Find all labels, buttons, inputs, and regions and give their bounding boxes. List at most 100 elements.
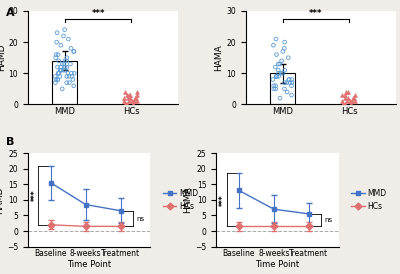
Point <box>57 74 63 79</box>
Point <box>280 49 286 54</box>
Point <box>61 62 67 66</box>
Y-axis label: HAMD: HAMD <box>0 186 4 214</box>
Point <box>59 87 66 91</box>
Point <box>278 59 285 63</box>
Point <box>64 81 70 85</box>
Point <box>273 52 280 57</box>
Point <box>286 77 292 82</box>
Point <box>71 71 77 76</box>
Point <box>284 90 290 94</box>
Text: ***: *** <box>309 9 323 18</box>
Point <box>130 102 136 107</box>
Point <box>58 68 64 72</box>
Point <box>52 56 59 60</box>
Point <box>340 102 346 107</box>
Point <box>352 93 358 97</box>
Text: B: B <box>6 137 14 147</box>
Text: ns: ns <box>324 217 333 223</box>
Point <box>70 84 77 88</box>
Point <box>64 56 70 60</box>
Point <box>339 93 345 97</box>
Point <box>60 68 66 72</box>
Point <box>125 93 132 97</box>
Point <box>289 81 295 85</box>
Point <box>277 96 283 101</box>
Point <box>56 71 62 76</box>
Point <box>350 96 356 101</box>
Point <box>275 71 282 76</box>
Text: ***: *** <box>91 9 105 18</box>
Point <box>270 77 276 82</box>
Text: ***: *** <box>219 194 228 206</box>
Point <box>124 102 130 107</box>
Point <box>62 27 68 32</box>
Point <box>338 99 345 104</box>
Point <box>281 87 288 91</box>
Point <box>273 37 279 41</box>
Point <box>282 40 288 44</box>
Point <box>64 65 70 69</box>
Point <box>277 62 283 66</box>
Point <box>66 74 72 79</box>
Point <box>66 81 72 85</box>
Point <box>70 49 77 54</box>
Point <box>124 93 130 97</box>
Point <box>131 99 137 104</box>
Point <box>352 99 358 104</box>
Point <box>134 90 140 94</box>
Point <box>284 81 290 85</box>
Point <box>126 96 133 101</box>
Point <box>275 74 282 79</box>
Point <box>122 90 128 94</box>
X-axis label: Time Point: Time Point <box>67 260 111 269</box>
Point <box>285 56 292 60</box>
Point <box>280 71 286 76</box>
Point <box>55 71 62 76</box>
Point <box>62 59 68 63</box>
Point <box>275 62 282 66</box>
Point <box>126 99 132 104</box>
Point <box>273 74 279 79</box>
Point <box>351 96 357 101</box>
Point <box>134 93 140 97</box>
Point <box>127 93 133 97</box>
Point <box>62 65 68 69</box>
Point <box>62 68 68 72</box>
Point <box>63 59 70 63</box>
Bar <box>52 61 78 104</box>
Point <box>124 96 131 101</box>
Y-axis label: HAMD: HAMD <box>0 44 6 72</box>
Point <box>65 71 71 76</box>
Point <box>274 74 280 79</box>
Point <box>58 43 64 47</box>
Point <box>272 84 279 88</box>
Point <box>68 71 74 76</box>
Bar <box>270 73 295 104</box>
Point <box>272 87 279 91</box>
Point <box>288 93 295 97</box>
Point <box>54 31 60 35</box>
Point <box>55 77 61 82</box>
Point <box>286 77 292 82</box>
Point <box>340 102 346 107</box>
Point <box>69 74 75 79</box>
Point <box>288 84 295 88</box>
Point <box>59 62 65 66</box>
Point <box>55 52 61 57</box>
Point <box>275 68 282 72</box>
Point <box>347 99 353 104</box>
Point <box>344 90 351 94</box>
Point <box>52 81 58 85</box>
X-axis label: Time Point: Time Point <box>255 260 300 269</box>
Point <box>287 81 293 85</box>
Point <box>133 96 140 101</box>
Point <box>289 77 295 82</box>
Y-axis label: HAMA: HAMA <box>214 44 224 71</box>
Point <box>342 96 348 101</box>
Point <box>57 65 64 69</box>
Y-axis label: HAMA: HAMA <box>184 187 192 213</box>
Point <box>273 74 279 79</box>
Point <box>121 96 128 101</box>
Point <box>281 81 288 85</box>
Legend: MMD, HCs: MMD, HCs <box>163 189 198 211</box>
